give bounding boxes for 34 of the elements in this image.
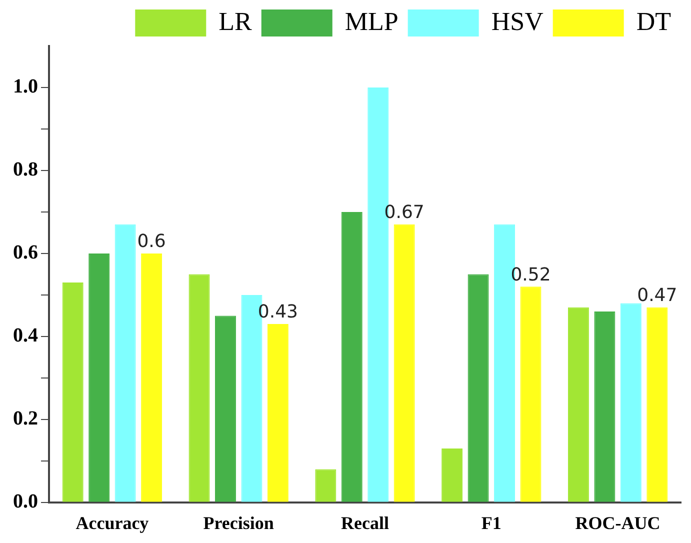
bar	[267, 324, 288, 502]
y-tick-label: 0.0	[13, 490, 38, 513]
y-tick-label: 0.6	[13, 242, 38, 264]
x-tick-label: Recall	[341, 512, 389, 533]
legend-label: MLP	[344, 6, 398, 36]
data-label: 0.6	[137, 231, 166, 252]
bar	[62, 282, 84, 502]
x-tick-label: Precision	[203, 512, 274, 533]
legend-label: HSV	[491, 6, 544, 36]
bar	[620, 303, 642, 502]
y-tick-label: 0.8	[13, 158, 38, 181]
bar	[315, 469, 336, 502]
bar	[646, 307, 668, 502]
bar	[394, 224, 415, 502]
legend-label: LR	[218, 6, 253, 36]
y-tick-label: 1.0	[13, 76, 38, 98]
bar	[114, 224, 136, 502]
legend-label: DT	[636, 6, 672, 36]
bar	[214, 316, 236, 502]
bar	[341, 212, 362, 502]
bar	[88, 253, 110, 502]
bar	[141, 253, 162, 502]
y-tick-label: 0.2	[13, 408, 38, 430]
y-tick-label: 0.4	[13, 324, 38, 347]
x-tick-label: ROC-AUC	[575, 512, 660, 533]
bar	[594, 312, 616, 502]
bar	[520, 286, 542, 502]
bar	[188, 274, 210, 502]
bar	[568, 307, 589, 502]
x-tick-label: Accuracy	[76, 512, 149, 533]
data-label: 0.47	[637, 285, 678, 306]
bar	[468, 274, 489, 502]
x-tick-label: F1	[481, 512, 502, 533]
bar	[442, 448, 463, 502]
